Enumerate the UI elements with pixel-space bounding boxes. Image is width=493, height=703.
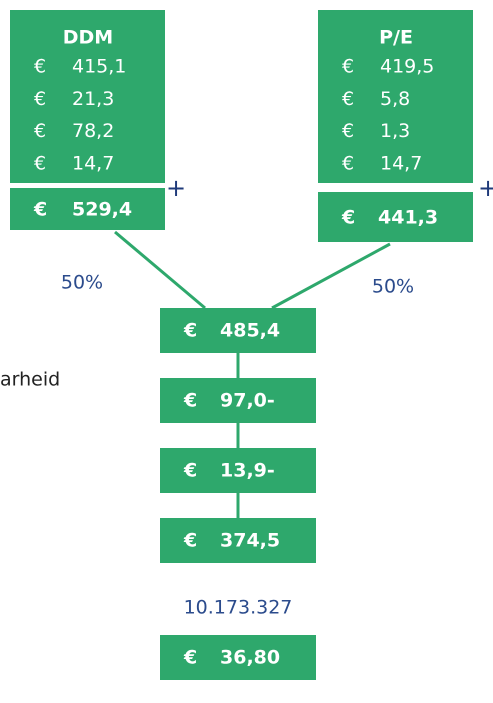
per-share: 36,80 xyxy=(220,647,280,669)
ddm-weight: 50% xyxy=(61,272,103,294)
currency: € xyxy=(34,152,46,174)
pe-title: P/E xyxy=(379,27,413,49)
chain-box xyxy=(160,378,316,423)
currency: € xyxy=(33,199,47,221)
shares: 10.173.327 xyxy=(184,597,293,619)
chain-box xyxy=(160,448,316,493)
chain: €485,4 € 97,0- € 13,9- € 374,5 xyxy=(160,308,316,563)
pe-total: 441,3 xyxy=(378,207,438,229)
plus: + xyxy=(478,174,493,202)
amount: 97,0- xyxy=(220,390,275,412)
pe-box xyxy=(318,10,473,183)
amount: 374,5 xyxy=(220,530,280,552)
amount: 5,8 xyxy=(380,88,410,110)
currency: € xyxy=(34,88,46,110)
amount: 13,9- xyxy=(220,460,275,482)
currency: € xyxy=(183,320,197,342)
currency: € xyxy=(183,530,197,552)
ddm-total: 529,4 xyxy=(72,199,132,221)
amount: 21,3 xyxy=(72,88,114,110)
amount: 485,4 xyxy=(220,320,280,342)
ddm-title: DDM xyxy=(63,27,113,49)
currency: € xyxy=(183,390,197,412)
per-share-box xyxy=(160,635,316,680)
currency: € xyxy=(34,120,46,142)
currency: € xyxy=(342,152,354,174)
currency: € xyxy=(34,56,46,78)
currency: € xyxy=(183,460,197,482)
left-text: arheid xyxy=(0,369,60,391)
plus: + xyxy=(166,174,186,202)
amount: 78,2 xyxy=(72,120,114,142)
pe-total-box xyxy=(318,192,473,242)
amount: 415,1 xyxy=(72,56,126,78)
currency: € xyxy=(342,88,354,110)
chain-box xyxy=(160,308,316,353)
currency: € xyxy=(342,56,354,78)
amount: 14,7 xyxy=(72,152,114,174)
ddm-rows: €415,1 € 21,3 € 78,2 € 14,7 xyxy=(34,56,126,175)
currency: € xyxy=(341,207,355,229)
connector xyxy=(114,230,206,310)
amount: 14,7 xyxy=(380,152,422,174)
pe-weight: 50% xyxy=(372,276,414,298)
currency: € xyxy=(342,120,354,142)
ddm-total-box xyxy=(10,188,165,230)
amount: 1,3 xyxy=(380,120,410,142)
amount: 419,5 xyxy=(380,56,434,78)
currency: € xyxy=(183,647,197,669)
connector xyxy=(271,242,391,310)
ddm-box xyxy=(10,10,165,183)
chain-box xyxy=(160,518,316,563)
pe-rows: €419,5 € 5,8 € 1,3 € 14,7 xyxy=(342,56,434,175)
